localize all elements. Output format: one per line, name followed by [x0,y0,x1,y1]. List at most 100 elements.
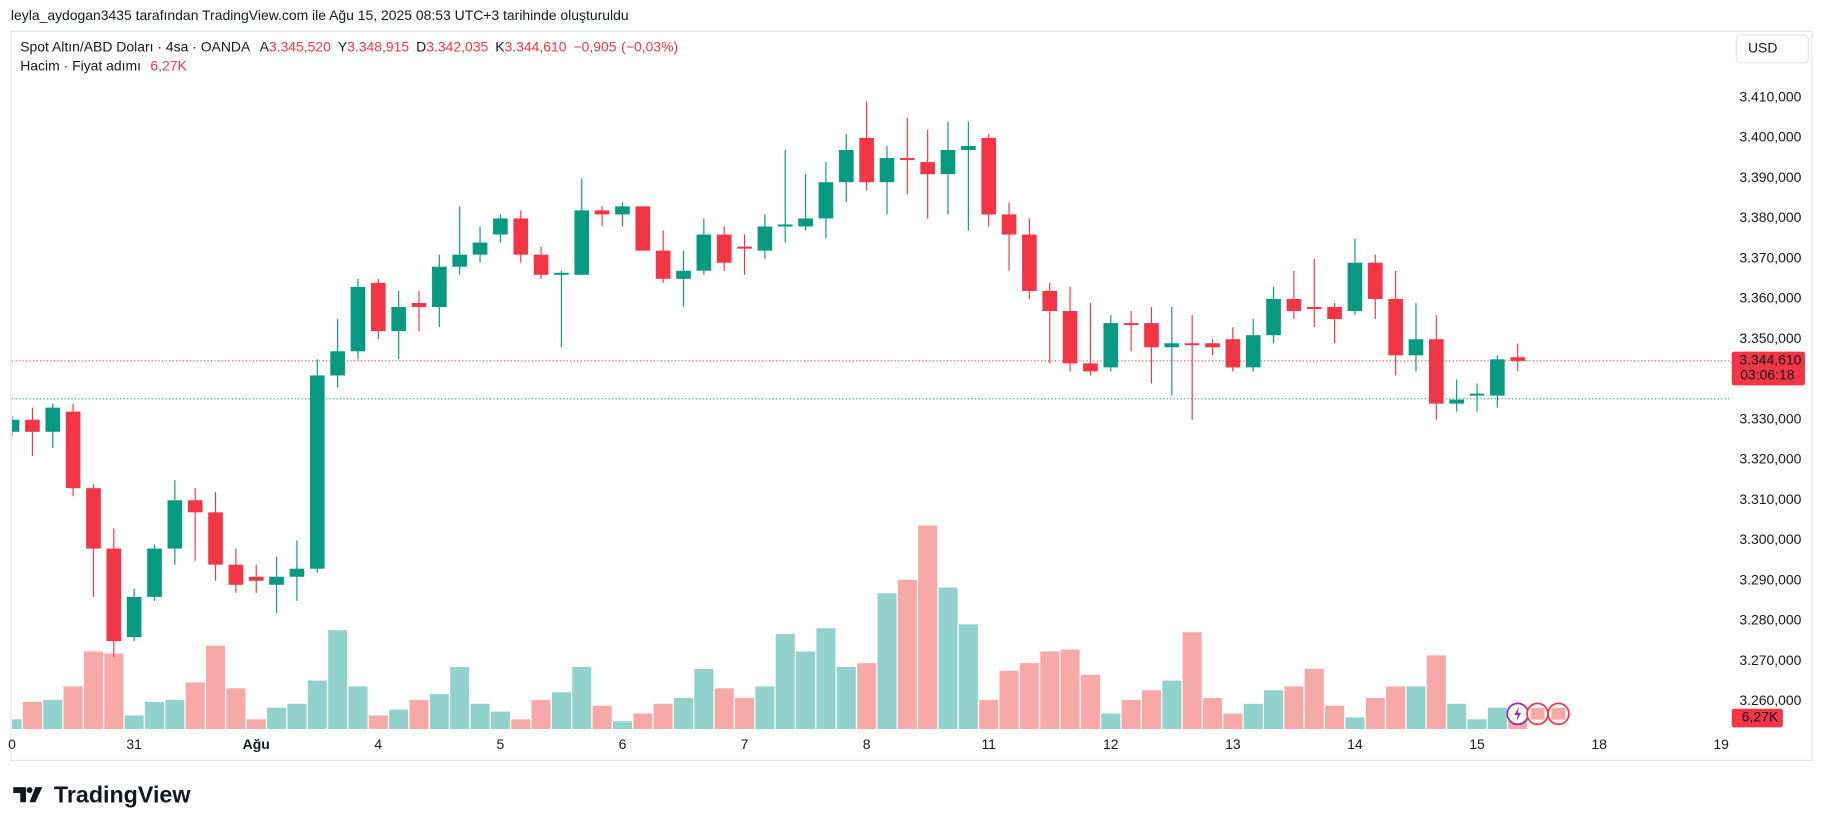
candle-body [574,210,590,275]
brand: TradingView [54,782,191,808]
volume-bar [816,628,836,730]
y-tick-label: 3.280,000 [1739,612,1801,628]
currency-button[interactable] [1735,34,1810,64]
candle-body [269,576,284,585]
legend-key: K [495,38,505,54]
volume-bar [938,587,958,730]
currency-label[interactable]: USD [1748,40,1777,56]
y-tick-label: 3.390,000 [1739,169,1801,185]
volume-bar [673,698,694,730]
volume-bar [490,711,510,730]
legend-key: D [416,38,426,54]
candle-body [350,286,366,352]
candle-body [65,411,81,489]
volume-bar [1141,690,1162,730]
candle-body [961,145,976,150]
volume-bar [1202,698,1223,730]
volume-bar [1325,705,1345,730]
volume-bar [612,721,633,730]
candle-body [1449,399,1464,404]
candle-body [1083,363,1098,372]
candle-body [655,250,671,279]
legend-value: 3.345,520 [269,38,331,54]
volume-bar [1264,690,1284,730]
volume-bar [1243,703,1263,730]
x-tick-label: 13 [1225,736,1241,752]
chart-frame [10,30,1813,761]
candle-body [513,218,529,255]
candle-body [86,488,101,549]
volume-bar [592,705,612,730]
volume-bar [307,680,327,730]
candle-body [594,210,610,215]
volume-bar [918,525,938,730]
candle-body [1123,323,1139,326]
volume-bar [1162,680,1182,730]
candle-body [920,162,935,175]
volume-bar [694,668,714,730]
legend-value: 3.344,610 [505,38,567,54]
candle-body [472,242,488,255]
x-tick-label: 8 [863,736,871,752]
volume-bar [43,699,63,730]
volume-bar [246,719,266,730]
candle-body [1103,323,1119,368]
y-tick-label: 3.300,000 [1739,531,1801,547]
volume-bar [185,682,205,730]
candle-body [452,254,468,267]
volume-bar [348,686,368,730]
volume-bar [775,634,795,730]
candle-body [208,512,223,565]
candle-body [1367,262,1383,299]
y-tick-label: 3.360,000 [1739,290,1801,306]
candle-body [737,246,752,249]
candle-body [1144,323,1159,348]
volume-bar [22,701,42,730]
candle-body [147,548,162,597]
volume-bar [857,663,877,730]
volume-bar [877,593,897,730]
volume-bar [1345,717,1365,730]
legend-value: 3.348,915 [347,38,409,54]
candle-body [12,419,20,432]
volume-bar [165,699,185,730]
volume-bar [409,699,429,730]
volume-bar [1365,698,1385,730]
candle-body [1022,234,1037,291]
candle-body [1510,357,1526,361]
y-tick-label: 3.260,000 [1739,692,1801,708]
y-tick-label: 3.330,000 [1739,410,1801,426]
candle-body [25,419,40,432]
candle-body [696,234,712,271]
candle-body [411,302,427,308]
plot [12,101,1731,730]
candle-body [330,351,345,376]
legend-volume: Hacim · Fiyat adımı 6,27K [20,57,187,73]
volume-bar [144,701,165,730]
volume-bar [1080,674,1100,730]
volume-bar [1101,713,1121,730]
candle-body [187,500,203,513]
volume-bar [958,624,978,730]
logo: TradingView [13,782,191,808]
legend-key: A [260,38,270,54]
volume-bar [796,651,816,730]
volume-bar [714,688,734,730]
volume-bar [1060,649,1080,730]
candle-body [1042,290,1058,312]
event-icons [1506,702,1570,726]
candle-body [1205,343,1220,348]
volume-bar [368,715,388,730]
x-tick-label: 14 [1347,736,1363,752]
candle-body [981,137,997,215]
candle-body [1469,393,1485,396]
candle-body [126,596,142,638]
x-tick-label: 0 [8,736,16,752]
candle-body [615,206,630,215]
x-tick-label: 31 [126,736,142,752]
volume-bar [1467,719,1487,730]
candle-body [879,158,895,183]
volume-bar [124,715,144,730]
x-tick-label: 4 [374,736,382,752]
candle-body [1327,307,1342,320]
